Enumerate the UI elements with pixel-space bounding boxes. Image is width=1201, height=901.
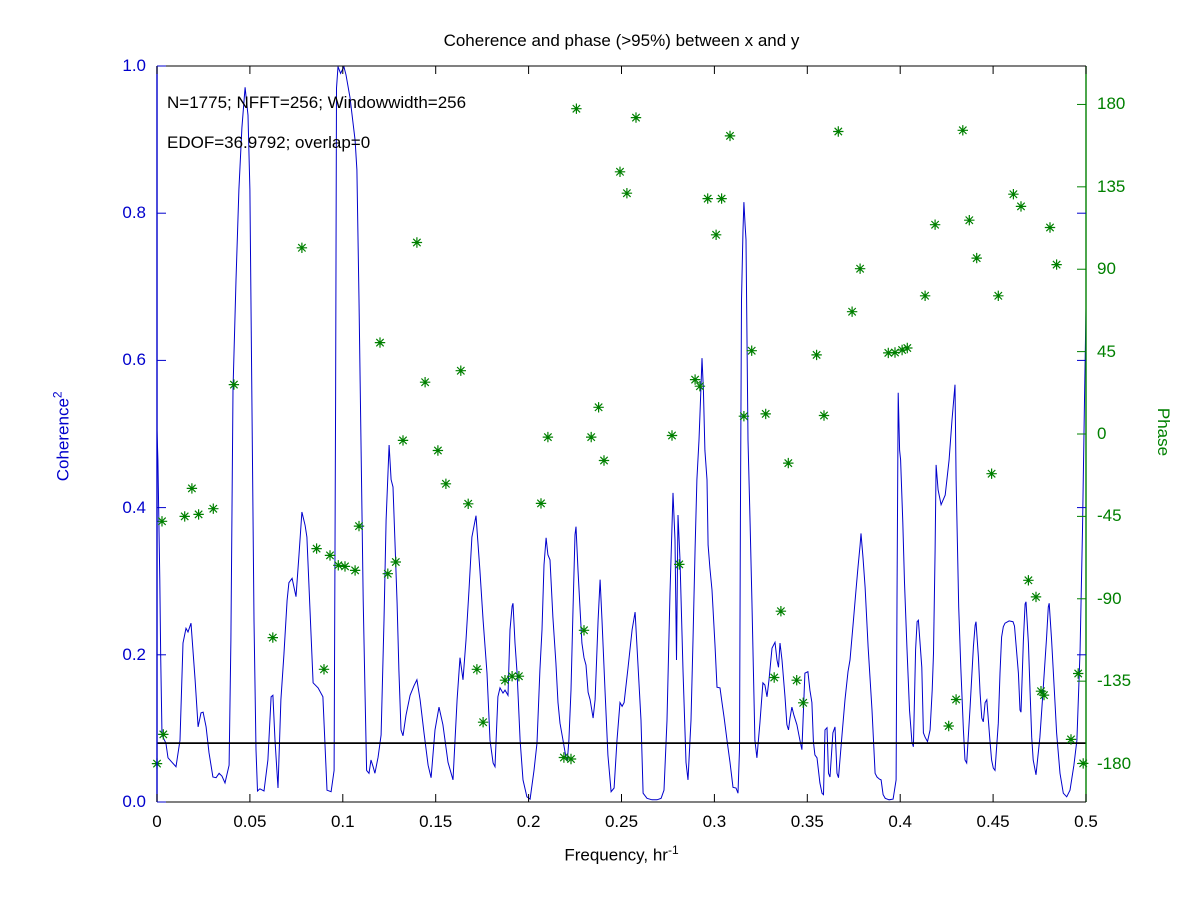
x-tick-label: 0.35 [790,812,824,831]
y-axis-label-left: Coherence2 [50,391,73,482]
x-tick-label: 0.5 [1074,812,1098,831]
x-tick-label: 0.1 [330,812,355,831]
x-tick-label: 0.2 [516,812,541,831]
y-left-tick-label: 0.6 [122,350,146,370]
annotation-edof: EDOF=36.9792; overlap=0 [167,133,371,152]
x-axis-label: Frequency, hr-1 [564,843,679,865]
y-right-tick-label: 0 [1097,424,1107,443]
y-right-tick-label: 180 [1097,94,1126,114]
coherence-curve [156,65,1087,801]
y-right-tick-label: -180 [1097,753,1132,773]
y-right-tick-label: 90 [1097,259,1116,279]
y-right-tick-label: -135 [1097,671,1132,691]
y-left-tick-label: 0.4 [122,497,146,517]
y-right-tick-label: -90 [1097,588,1122,608]
y-left-tick-label: 0.8 [122,203,146,223]
y-left-tick-label: 0.0 [122,792,146,811]
x-tick-label: 0.15 [419,812,453,831]
y-right-tick-label: 45 [1097,341,1116,361]
y-right-tick-label: -45 [1097,506,1122,526]
x-tick-label: 0.25 [604,812,639,831]
phase-markers [151,103,1089,769]
x-tick-label: 0.4 [888,812,912,831]
y-left-tick-label: 0.2 [122,644,146,664]
y-right-tick-label: 135 [1097,176,1126,196]
x-tick-label: 0.05 [233,812,267,831]
y-left-tick-label: 1.0 [122,56,146,75]
chart-title: Coherence and phase (>95%) between x and… [443,31,800,50]
x-tick-label: 0.45 [976,812,1010,831]
x-tick-label: 0.3 [702,812,727,831]
y-axis-label-right: Phase [1154,407,1173,457]
annotation-params: N=1775; NFFT=256; Windowwidth=256 [167,93,467,112]
x-tick-label: 0 [152,812,162,831]
